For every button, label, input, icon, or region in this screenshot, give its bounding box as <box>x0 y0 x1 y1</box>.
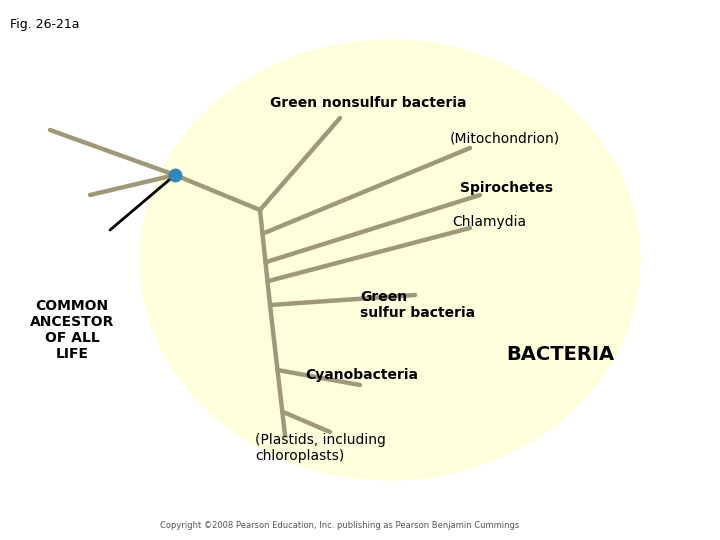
Text: COMMON
ANCESTOR
OF ALL
LIFE: COMMON ANCESTOR OF ALL LIFE <box>30 299 114 361</box>
Text: Spirochetes: Spirochetes <box>460 181 553 195</box>
Text: Green nonsulfur bacteria: Green nonsulfur bacteria <box>270 96 467 110</box>
Text: Copyright ©2008 Pearson Education, Inc. publishing as Pearson Benjamin Cummings: Copyright ©2008 Pearson Education, Inc. … <box>160 521 519 530</box>
Text: (Plastids, including
chloroplasts): (Plastids, including chloroplasts) <box>255 433 386 463</box>
Text: BACTERIA: BACTERIA <box>506 346 614 365</box>
Text: Chlamydia: Chlamydia <box>452 215 526 229</box>
Text: (Mitochondrion): (Mitochondrion) <box>450 131 560 145</box>
Text: Cyanobacteria: Cyanobacteria <box>305 368 418 382</box>
Text: Green
sulfur bacteria: Green sulfur bacteria <box>360 290 475 320</box>
Ellipse shape <box>140 40 640 480</box>
Text: Fig. 26-21a: Fig. 26-21a <box>10 18 79 31</box>
